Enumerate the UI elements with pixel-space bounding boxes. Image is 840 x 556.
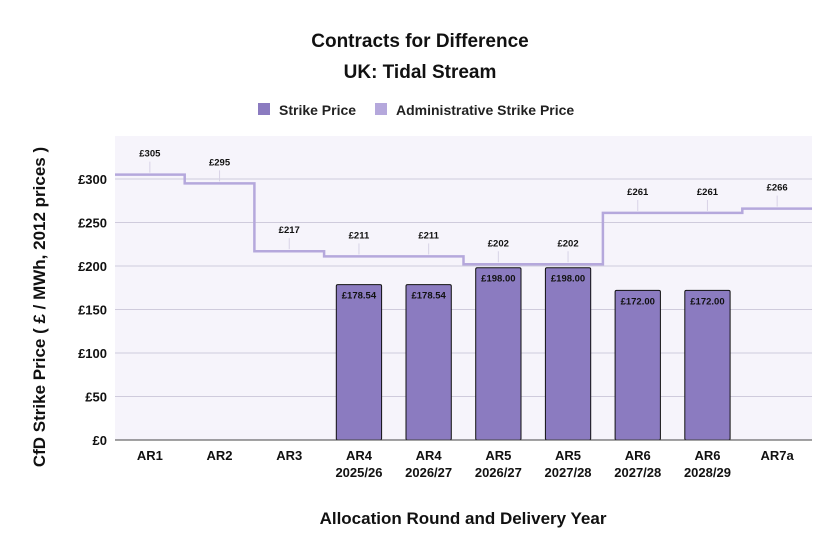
y-axis-title: CfD Strike Price ( £ / MWh, 2012 prices … (30, 147, 49, 467)
bar-strike-price (614, 289, 661, 441)
asp-value-label: £261 (697, 187, 719, 198)
asp-value-label: £266 (767, 183, 788, 194)
asp-value-label: £202 (557, 238, 578, 249)
asp-value-label: £211 (349, 230, 370, 241)
x-tick-label: AR4 (346, 448, 373, 463)
y-tick-label: £0 (93, 433, 107, 448)
grid-lines (115, 178, 812, 397)
bars-strike-price (335, 267, 731, 441)
data-labels: £178.54 £178.54 £198.00 £198.00 £172.00 £172.… (139, 149, 787, 308)
x-tick-label: AR6 (694, 448, 720, 463)
y-tick-label: £150 (78, 303, 107, 318)
x-tick-label: 2028/29 (684, 465, 731, 480)
asp-value-label: £202 (488, 238, 509, 249)
x-axis-title: Allocation Round and Delivery Year (320, 509, 607, 528)
chart-subtitle: UK: Tidal Stream (344, 62, 497, 83)
x-tick-label: AR2 (207, 448, 233, 463)
bar-strike-price (405, 284, 452, 441)
x-tick-label: 2027/28 (545, 465, 592, 480)
x-tick-label: AR7a (761, 448, 795, 463)
legend-label-administrative-strike-price: Administrative Strike Price (396, 102, 574, 118)
bar-value-label: £172.00 (621, 296, 655, 307)
asp-value-label: £211 (418, 230, 439, 241)
x-tick-label: AR1 (137, 448, 163, 463)
bar-strike-price (475, 267, 522, 441)
x-tick-label: 2025/26 (335, 465, 382, 480)
asp-value-label: £295 (209, 157, 231, 168)
bar-value-label: £198.00 (551, 274, 585, 285)
x-tick-label: AR3 (276, 448, 302, 463)
y-tick-label: £100 (78, 346, 107, 361)
y-tick-label: £250 (78, 216, 107, 231)
legend: Strike Price Administrative Strike Price (258, 102, 574, 118)
x-tick-label: AR6 (625, 448, 651, 463)
bar-strike-price (335, 284, 383, 441)
series-administrative-strike-price (115, 173, 812, 266)
y-tick-label: £200 (78, 259, 107, 274)
x-tick-label: 2027/28 (614, 465, 661, 480)
bar-strike-price (544, 267, 592, 441)
bar-strike-price (684, 289, 731, 441)
asp-step-line (115, 173, 812, 266)
bar-value-label: £178.54 (411, 291, 446, 302)
y-tick-label: £300 (78, 172, 107, 187)
asp-value-label: £217 (279, 225, 300, 236)
asp-value-label: £261 (627, 187, 649, 198)
x-tick-label: AR4 (416, 448, 443, 463)
bar-value-label: £198.00 (481, 274, 515, 285)
x-tick-label: 2026/27 (405, 465, 452, 480)
bar-value-label: £178.54 (342, 291, 377, 302)
x-tick-label: AR5 (485, 448, 511, 463)
chart-title: Contracts for Difference (311, 31, 529, 52)
x-tick-label: AR5 (555, 448, 581, 463)
legend-label-strike-price: Strike Price (279, 102, 356, 118)
bar-value-label: £172.00 (690, 296, 724, 307)
y-tick-label: £50 (85, 390, 107, 405)
axes: £0 £50 £100 £150 £200 £250 £300 AR1 AR2 AR3 AR4 202… (78, 172, 812, 480)
legend-swatch-strike-price (258, 103, 270, 115)
x-tick-label: 2026/27 (475, 465, 522, 480)
asp-value-label: £305 (139, 149, 161, 160)
legend-swatch-administrative-strike-price (375, 103, 387, 115)
